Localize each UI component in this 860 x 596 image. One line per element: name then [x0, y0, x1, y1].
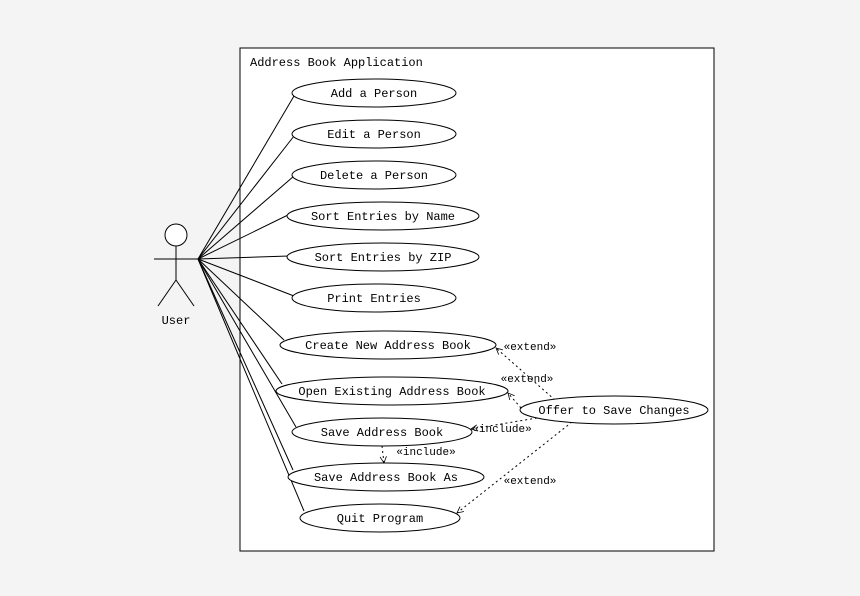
actor-label: User [162, 314, 191, 328]
relationship-label: «extend» [504, 342, 557, 354]
relationship-label: «extend» [501, 374, 554, 386]
use-case-diagram: Address Book Application Add a Person Edi… [0, 0, 860, 596]
relationship-label: «extend» [504, 476, 557, 488]
use-case-label: Create New Address Book [305, 339, 471, 353]
use-case-label: Print Entries [327, 292, 421, 306]
relationship-label: «include» [472, 424, 531, 436]
use-case-label: Quit Program [337, 512, 423, 526]
system-title: Address Book Application [250, 56, 423, 70]
use-case-label: Sort Entries by Name [311, 210, 455, 224]
use-case-label: Open Existing Address Book [298, 385, 485, 399]
use-case-label: Save Address Book [321, 426, 443, 440]
use-case-label: Edit a Person [327, 128, 421, 142]
use-case-label: Save Address Book As [314, 471, 458, 485]
use-case-label: Delete a Person [320, 169, 428, 183]
use-case-label: Add a Person [331, 87, 417, 101]
use-case-label: Sort Entries by ZIP [315, 251, 452, 265]
use-case-label: Offer to Save Changes [538, 404, 689, 418]
actor-head [165, 224, 187, 246]
relationship-label: «include» [396, 447, 455, 459]
